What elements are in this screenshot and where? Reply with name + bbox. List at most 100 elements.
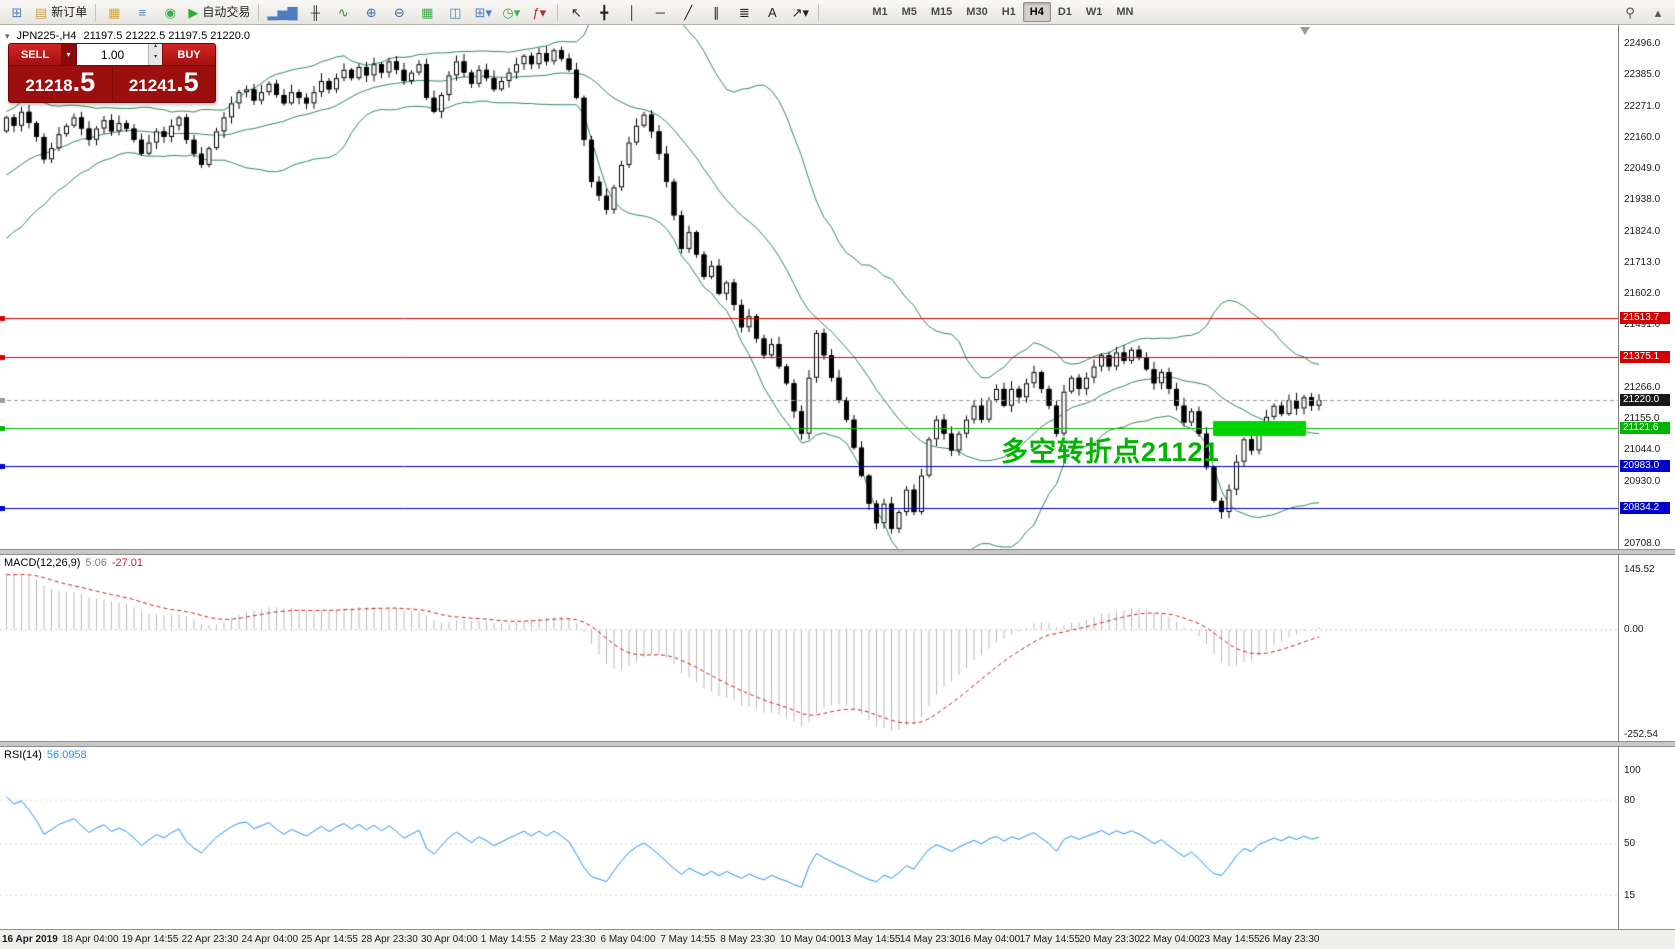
profiles-icon-glyph: ▦ [108,4,121,20]
rsi-tick-label: 80 [1624,794,1636,806]
timeframe-mn[interactable]: MN [1116,6,1134,18]
tile-windows-icon-glyph: ◫ [449,4,462,20]
fibonacci-icon-glyph: ≣ [738,4,750,20]
grid-icon[interactable]: ▦ [413,1,441,23]
autotrading-button[interactable]: ▶ 自动交易 [184,1,254,23]
vertical-line-icon[interactable]: │ [618,1,646,23]
price-tick-label: 21824.0 [1624,226,1661,238]
text-label-icon[interactable]: A [758,1,786,23]
lot-size-input[interactable] [77,44,148,65]
timeframe-w1[interactable]: W1 [1085,6,1103,18]
symbol-timeframe-label: JPN225-,H4 [16,30,77,42]
rsi-panel: RSI(14) 56.0958 100 80 50 15 [0,747,1675,929]
price-chart-canvas[interactable] [0,25,1618,549]
panel-separator-1[interactable] [0,549,1675,555]
pivot-line-price-label: 21121.6 [1620,421,1670,434]
chart-shift-marker[interactable] [1300,27,1310,35]
sell-price[interactable]: 21218 .5 [9,66,112,102]
tile-windows-icon[interactable]: ◫ [441,1,469,23]
toolbar-separator [258,3,260,21]
autotrading-button-label: 自动交易 [202,5,251,19]
crosshair-icon[interactable]: ╋ [590,1,618,23]
timeframe-d1[interactable]: D1 [1057,6,1072,18]
horizontal-line-icon-glyph: ─ [655,4,665,20]
trade-panel-dropdown[interactable]: ▾ [61,44,76,65]
zoom-out-icon[interactable]: ⊖ [385,1,413,23]
macd-label: MACD(12,26,9) 5.06 -27.01 [4,557,143,569]
time-tick-label: 14 May 23:30 [899,934,961,945]
rsi-name: RSI(14) [4,749,42,761]
buy-price[interactable]: 21241 .5 [113,66,216,102]
buy-price-base: 21241 [128,76,177,95]
ohlc-readout: 21197.5 21222.5 21197.5 21220.0 [83,30,251,42]
toolbar-separator [818,3,820,21]
time-tick-label: 22 Apr 23:30 [181,934,239,945]
sell-button[interactable]: SELL [9,44,61,65]
sell-price-base: 21218 [25,76,73,95]
line-chart-icon[interactable]: ∿ [329,1,357,23]
macd-tick-label: 0.00 [1624,624,1644,636]
rsi-canvas[interactable] [0,747,1618,929]
profiles-icon[interactable]: ▦ [100,1,128,23]
support-line-1-price-label: 20983.0 [1620,460,1670,473]
autotrading-button-glyph: ▶ [188,4,199,20]
zoom-out-icon-glyph: ⊖ [393,4,405,20]
candlestick-chart-icon-glyph: ╫ [310,4,320,20]
horizontal-line-icon[interactable]: ─ [646,1,674,23]
time-tick-label: 7 May 14:55 [660,934,716,945]
channel-icon[interactable]: ∥ [702,1,730,23]
timeframe-m30[interactable]: M30 [966,6,988,18]
new-order-button[interactable]: ▤ 新订单 [31,1,91,23]
channel-icon-glyph: ∥ [713,4,720,20]
trade-panel-divider [111,66,113,102]
rsi-axis[interactable]: 100 80 50 15 [1618,747,1675,929]
new-order-button-glyph: ▤ [35,4,48,20]
time-tick-label: 8 May 23:30 [720,934,776,945]
navigator-icon[interactable]: ◉ [156,1,184,23]
toolbar: ⊞ ▤ 新订单 ▦ ≡ ◉ ▶ 自动交易 ▂▅▇ ╫ ∿ ⊕ ⊖ ▦ ◫ ⊞▾ ◷▾ ƒ▾ ↖ ╋ │ ─ ╱ ∥ ≣ A ↗▾ M1… [0,0,1675,25]
rsi-tick-label: 15 [1624,889,1636,901]
timeframe-m1[interactable]: M1 [872,6,888,18]
candlestick-chart-icon[interactable]: ╫ [301,1,329,23]
fibonacci-icon[interactable]: ≣ [730,1,758,23]
bar-chart-icon[interactable]: ▂▅▇ [263,1,301,23]
timeframe-h4[interactable]: H4 [1022,2,1051,22]
indicators-dropdown[interactable]: ƒ▾ [525,1,553,23]
time-axis[interactable]: 16 Apr 2019 18 Apr 04:00 19 Apr 14:55 22 Ap… [0,929,1675,949]
search-icon[interactable]: ⚲ [1625,4,1635,20]
panel-separator-2[interactable] [0,741,1675,747]
price-axis[interactable]: 22496.0 22385.0 22271.0 22160.0 22049.0 21938… [1618,25,1675,549]
support-line-2-price-label: 20834.2 [1620,502,1670,515]
price-tick-label: 21491.0 [1624,319,1661,331]
macd-axis[interactable]: 145.52 0.00 -252.54 [1618,555,1675,741]
time-tick-label: 26 May 23:30 [1258,934,1320,945]
chart-window-icon[interactable]: ⊞ [3,1,31,23]
price-tick-label: 21044.0 [1624,444,1661,456]
price-tick-label: 22160.0 [1624,131,1661,143]
zoom-in-icon[interactable]: ⊕ [357,1,385,23]
new-order-button-label: 新订单 [51,5,88,19]
cursor-icon[interactable]: ↖ [562,1,590,23]
trendline-icon[interactable]: ╱ [674,1,702,23]
market-watch-icon[interactable]: ≡ [128,1,156,23]
chart-context-icon[interactable]: ▾ [5,30,10,41]
price-tick-label: 20930.0 [1624,476,1661,488]
macd-tick-label: 145.52 [1624,564,1655,576]
chart-window-icon-glyph: ⊞ [11,4,23,20]
lot-spinner-up-icon[interactable]: ▴ [153,43,157,49]
timeframe-m15[interactable]: M15 [930,6,953,18]
arrows-dropdown[interactable]: ↗▾ [786,1,814,23]
macd-canvas[interactable] [0,555,1618,741]
time-tick-label: 18 Apr 04:00 [61,934,119,945]
lot-spinner-down-icon[interactable]: ▾ [153,53,157,60]
arrows-dropdown-glyph: ↗▾ [791,4,810,20]
collapse-toolbar-icon[interactable]: ▴ [1654,4,1662,20]
timeframe-m5[interactable]: M5 [901,6,917,18]
buy-button[interactable]: BUY [163,44,215,65]
period-dropdown[interactable]: ◷▾ [497,1,525,23]
bar-chart-icon-glyph: ▂▅▇ [267,4,298,20]
period-dropdown-glyph: ◷▾ [502,4,521,20]
price-tick-label: 22271.0 [1624,100,1661,112]
new-chart-dropdown[interactable]: ⊞▾ [469,1,497,23]
timeframe-h1[interactable]: H1 [1001,6,1016,18]
